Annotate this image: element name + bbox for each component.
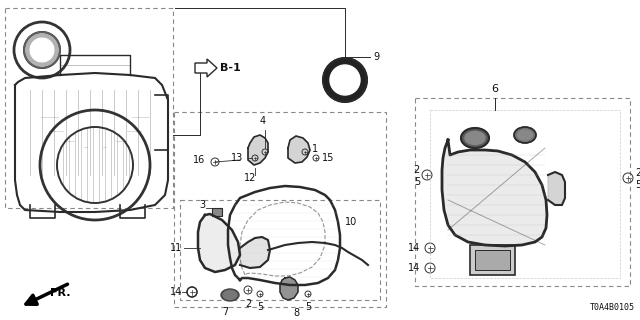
Text: 5: 5 [413, 177, 420, 187]
Text: 12: 12 [244, 173, 256, 183]
Ellipse shape [221, 289, 239, 301]
Polygon shape [195, 59, 217, 77]
Text: 3: 3 [199, 200, 205, 210]
Bar [5, 8, 173, 208]
Text: 14: 14 [408, 263, 420, 273]
Text: 11: 11 [170, 243, 182, 253]
Text: 10: 10 [345, 217, 357, 227]
Polygon shape [280, 277, 298, 300]
Bar [174, 112, 386, 307]
Text: 14: 14 [170, 287, 182, 297]
Text: 16: 16 [193, 155, 205, 165]
Text: 14: 14 [408, 243, 420, 253]
Text: 13: 13 [231, 153, 243, 163]
Polygon shape [442, 140, 547, 246]
Text: 2: 2 [413, 165, 420, 175]
Polygon shape [548, 172, 565, 205]
Text: 1: 1 [312, 144, 318, 154]
Circle shape [323, 58, 367, 102]
Text: 2: 2 [635, 168, 640, 178]
Bar [475, 250, 510, 270]
Text: 2: 2 [245, 299, 251, 309]
Text: 6: 6 [492, 84, 499, 94]
Bar [470, 245, 515, 275]
Circle shape [330, 65, 360, 95]
Ellipse shape [223, 291, 237, 300]
Bar [415, 98, 630, 286]
Text: B-1: B-1 [220, 63, 241, 73]
Ellipse shape [514, 127, 536, 143]
Circle shape [30, 38, 54, 62]
Bar [212, 208, 222, 216]
Text: 4: 4 [260, 116, 266, 126]
Text: 5: 5 [257, 302, 263, 312]
Text: 5: 5 [635, 180, 640, 190]
Text: FR.: FR. [50, 288, 70, 298]
Polygon shape [288, 136, 310, 163]
Circle shape [24, 32, 60, 68]
Text: 8: 8 [293, 308, 299, 318]
Bar [180, 200, 380, 300]
Polygon shape [240, 237, 270, 268]
Ellipse shape [461, 128, 489, 148]
Text: 5: 5 [305, 302, 311, 312]
Ellipse shape [465, 132, 485, 145]
Text: 15: 15 [322, 153, 334, 163]
Polygon shape [248, 135, 268, 165]
Text: 7: 7 [222, 307, 228, 317]
Text: 9: 9 [373, 52, 379, 62]
Ellipse shape [518, 130, 532, 140]
Text: T0A4B0105: T0A4B0105 [590, 303, 635, 312]
Polygon shape [198, 214, 240, 272]
